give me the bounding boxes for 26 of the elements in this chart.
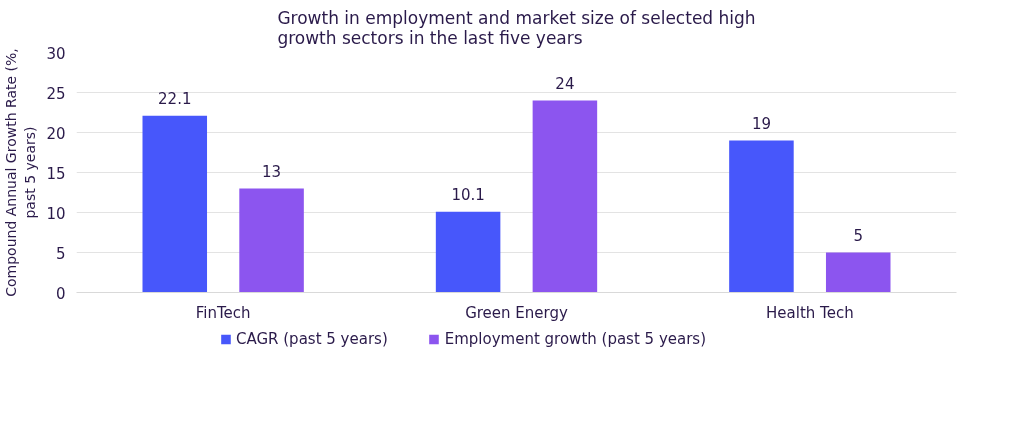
legend-label: CAGR (past 5 years) xyxy=(235,330,388,348)
y-tick-label: 0 xyxy=(55,284,66,303)
x-tick-label: Health Tech xyxy=(766,303,854,322)
data-label: 19 xyxy=(751,114,771,133)
bar xyxy=(435,211,501,293)
legend-label: Employment growth (past 5 years) xyxy=(444,330,707,348)
data-label: 10.1 xyxy=(451,185,485,204)
y-tick-label: 30 xyxy=(46,44,66,63)
y-axis-title: Compound Annual Growth Rate (%, past 5 years) xyxy=(3,48,39,297)
y-tick-label: 5 xyxy=(55,244,66,263)
bar xyxy=(729,140,794,293)
chart-title: Growth in employment and market size of selected high growth sectors in the last five years xyxy=(277,7,756,48)
data-label: 13 xyxy=(262,162,282,181)
y-tick-label: 25 xyxy=(46,84,66,103)
y-tick-label: 20 xyxy=(46,124,66,143)
x-tick-label: FinTech xyxy=(195,303,251,322)
bar xyxy=(532,100,598,293)
x-tick-label: Green Energy xyxy=(465,303,568,322)
y-tick-label: 10 xyxy=(46,204,66,223)
data-label: 22.1 xyxy=(158,89,192,108)
bar xyxy=(239,188,304,293)
bar xyxy=(142,115,208,293)
data-label: 5 xyxy=(853,226,864,245)
data-label: 24 xyxy=(555,74,575,93)
bar xyxy=(825,252,891,293)
y-tick-label: 15 xyxy=(46,164,66,183)
